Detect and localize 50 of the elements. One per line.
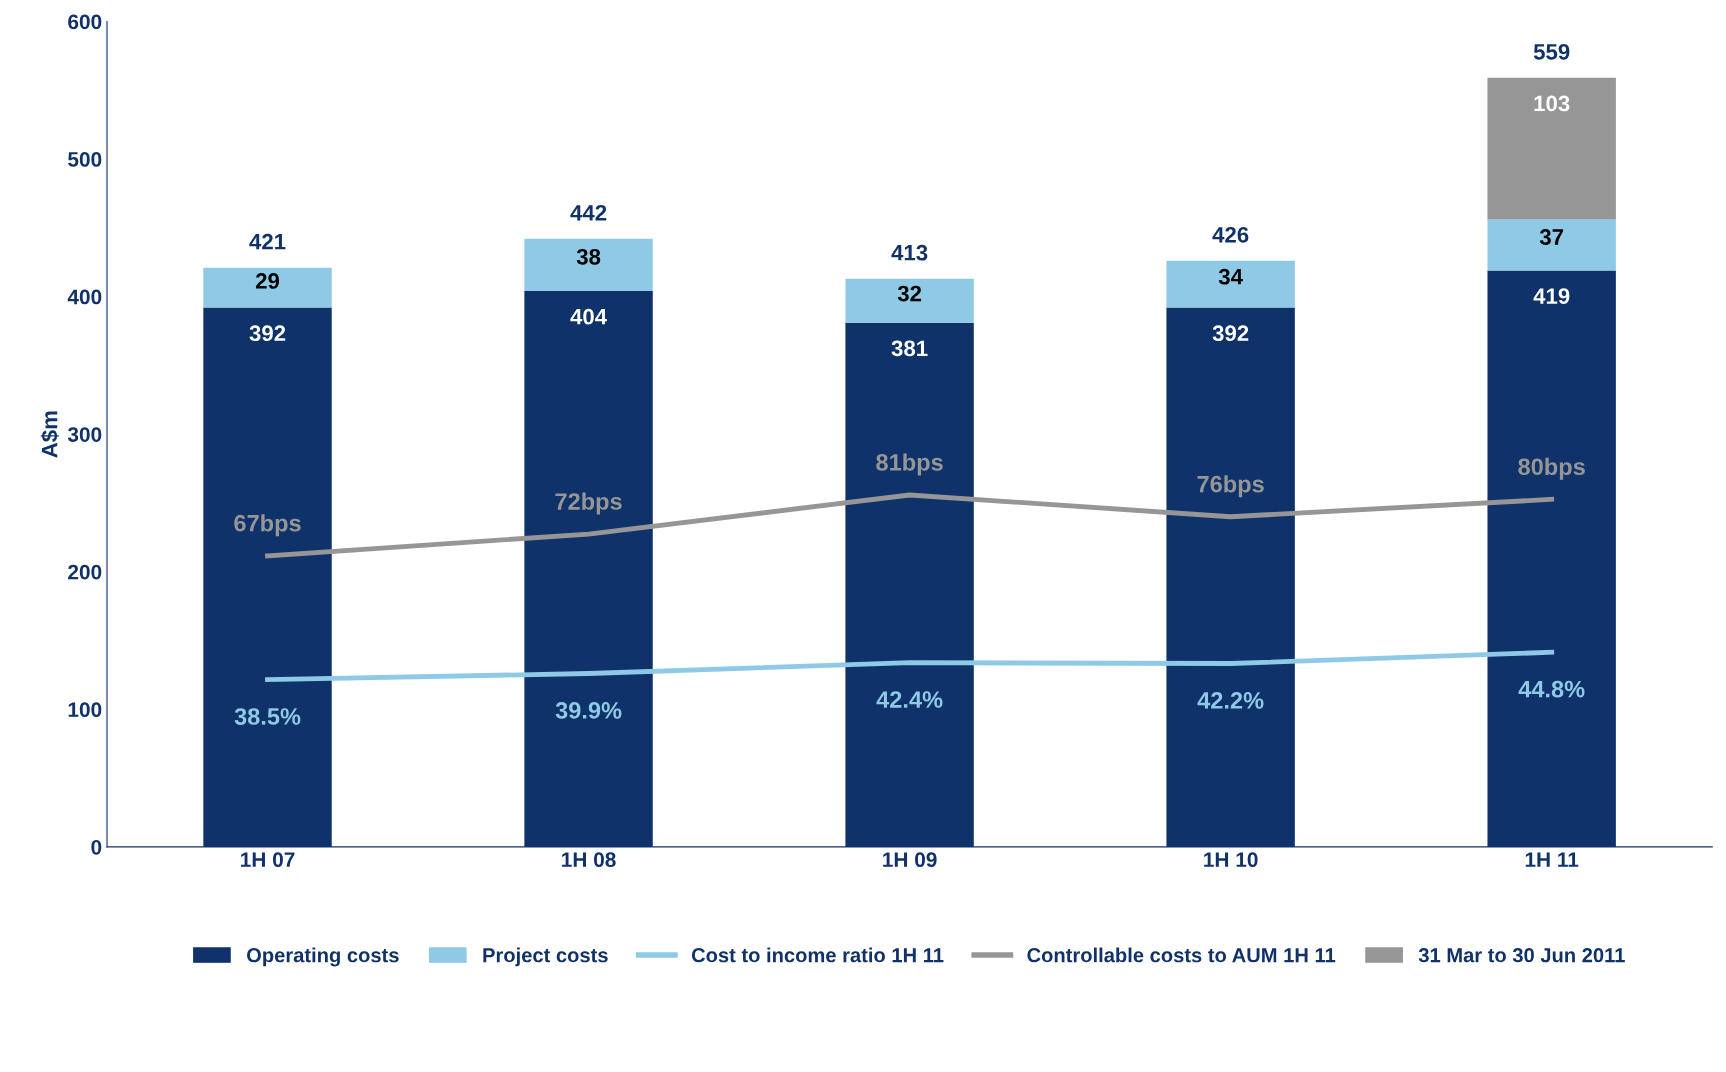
x-tick-label: 1H 10 bbox=[1204, 852, 1258, 868]
data-label: 42.2% bbox=[1197, 692, 1264, 709]
data-label: 42.4% bbox=[876, 691, 943, 708]
bar bbox=[203, 267, 332, 308]
y-tick-label: 600 bbox=[68, 14, 102, 30]
y-tick-label: 100 bbox=[68, 702, 102, 718]
data-label: 419 bbox=[1533, 288, 1570, 304]
data-label: 39.9% bbox=[555, 702, 622, 719]
legend-label: 31 Mar to 30 Jun 2011 bbox=[1418, 948, 1625, 963]
data-label: 44.8% bbox=[1518, 680, 1585, 698]
data-label: 81bps bbox=[876, 453, 943, 476]
data-label: 37 bbox=[1539, 229, 1564, 245]
bar bbox=[1166, 260, 1295, 308]
x-tick-label: 1H 11 bbox=[1525, 852, 1579, 867]
legend-label: Project costs bbox=[483, 947, 608, 967]
data-label: 80bps bbox=[1518, 457, 1585, 480]
data-label: 76bps bbox=[1197, 475, 1264, 498]
bar bbox=[524, 238, 653, 292]
legend-label: Cost to income ratio 1H 11 bbox=[691, 947, 944, 963]
data-label: 34 bbox=[1218, 268, 1243, 285]
total-label: 559 bbox=[1533, 43, 1570, 60]
total-label: 442 bbox=[570, 204, 607, 221]
y-tick-label: 300 bbox=[67, 427, 102, 442]
total-label: 413 bbox=[891, 244, 928, 261]
data-label: 38.5% bbox=[234, 708, 301, 725]
x-tick-label: 1H 08 bbox=[562, 852, 616, 868]
y-tick-label: 500 bbox=[68, 152, 102, 167]
total-label: 421 bbox=[249, 233, 286, 250]
total-label: 426 bbox=[1212, 226, 1249, 243]
data-label: 404 bbox=[570, 308, 607, 325]
data-label: 38 bbox=[576, 248, 601, 265]
bar bbox=[845, 278, 974, 323]
x-tick-label: 1H 09 bbox=[883, 852, 937, 868]
data-label: 72bps bbox=[555, 492, 622, 515]
y-axis-title: A$m bbox=[40, 411, 59, 458]
data-label: 392 bbox=[249, 325, 286, 342]
data-label: 67bps bbox=[234, 514, 301, 537]
data-label: 103 bbox=[1534, 95, 1570, 112]
data-label: 381 bbox=[891, 340, 928, 357]
y-tick-label: 0 bbox=[91, 839, 102, 855]
x-tick-label: 1H 07 bbox=[241, 852, 295, 868]
legend-label: Operating costs bbox=[247, 947, 399, 967]
data-label: 29 bbox=[255, 273, 280, 289]
bar bbox=[1487, 77, 1616, 220]
y-tick-label: 400 bbox=[67, 289, 102, 305]
data-label: 392 bbox=[1212, 325, 1249, 342]
bar bbox=[1487, 219, 1616, 271]
y-tick-label: 200 bbox=[68, 564, 102, 580]
legend-label: Controllable costs to AUM 1H 11 bbox=[1027, 947, 1336, 963]
data-label: 32 bbox=[897, 285, 922, 302]
